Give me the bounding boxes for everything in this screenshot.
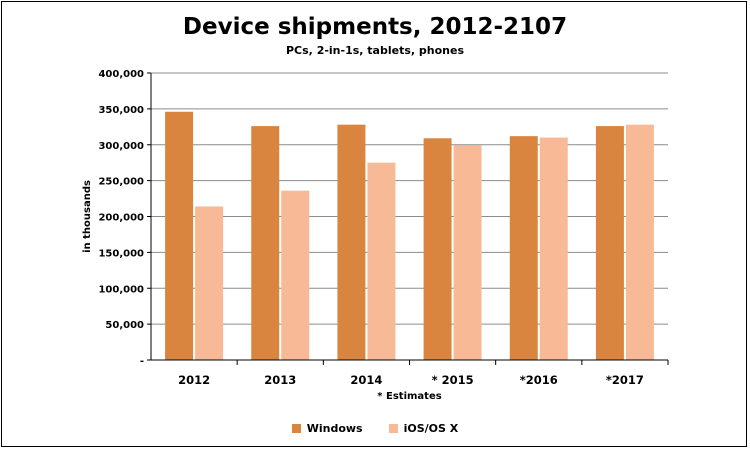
y-tick-label: 400,000 [98,69,144,80]
y-tick-label: 300,000 [98,141,144,152]
bar-windows-0 [165,111,194,361]
bar-windows-5 [595,126,624,360]
legend-item-windows: Windows [291,422,363,435]
bar-windows-3 [423,138,452,360]
y-tick-label: 350,000 [98,105,144,116]
y-tick-label: 250,000 [98,177,144,188]
x-tick-label: * 2015 [432,373,474,387]
bar-windows-1 [251,126,280,360]
x-axis-note: * Estimates [377,391,441,402]
x-tick-label: 2014 [350,373,382,387]
y-tick-label: - [140,356,144,367]
chart-legend: Windows iOS/OS X [0,422,750,435]
y-tick-label: 150,000 [98,248,144,259]
x-tick-label: *2016 [520,373,558,387]
bar-ios-5 [625,124,654,360]
y-tick-label: 200,000 [98,213,144,224]
x-tick-label: 2013 [264,373,296,387]
y-tick-label: 50,000 [105,320,144,331]
bar-windows-4 [509,136,538,360]
bar-ios-3 [453,145,482,360]
y-tick-label: 100,000 [98,284,144,295]
legend-swatch-ios [388,424,398,433]
legend-item-ios: iOS/OS X [388,422,459,435]
bar-ios-0 [195,206,224,360]
legend-label-windows: Windows [306,422,363,435]
bar-windows-2 [337,124,366,360]
chart-title: Device shipments, 2012-2107 [182,14,568,40]
legend-label-ios: iOS/OS X [403,422,459,435]
legend-swatch-windows [291,424,301,433]
x-tick-label: 2012 [178,373,210,387]
bar-ios-1 [281,190,310,360]
chart-subtitle: PCs, 2-in-1s, tablets, phones [286,44,464,57]
x-tick-label: *2017 [606,373,644,387]
bar-ios-4 [539,137,568,360]
bar-ios-2 [367,162,396,360]
y-axis-label: in thousands [82,180,93,253]
